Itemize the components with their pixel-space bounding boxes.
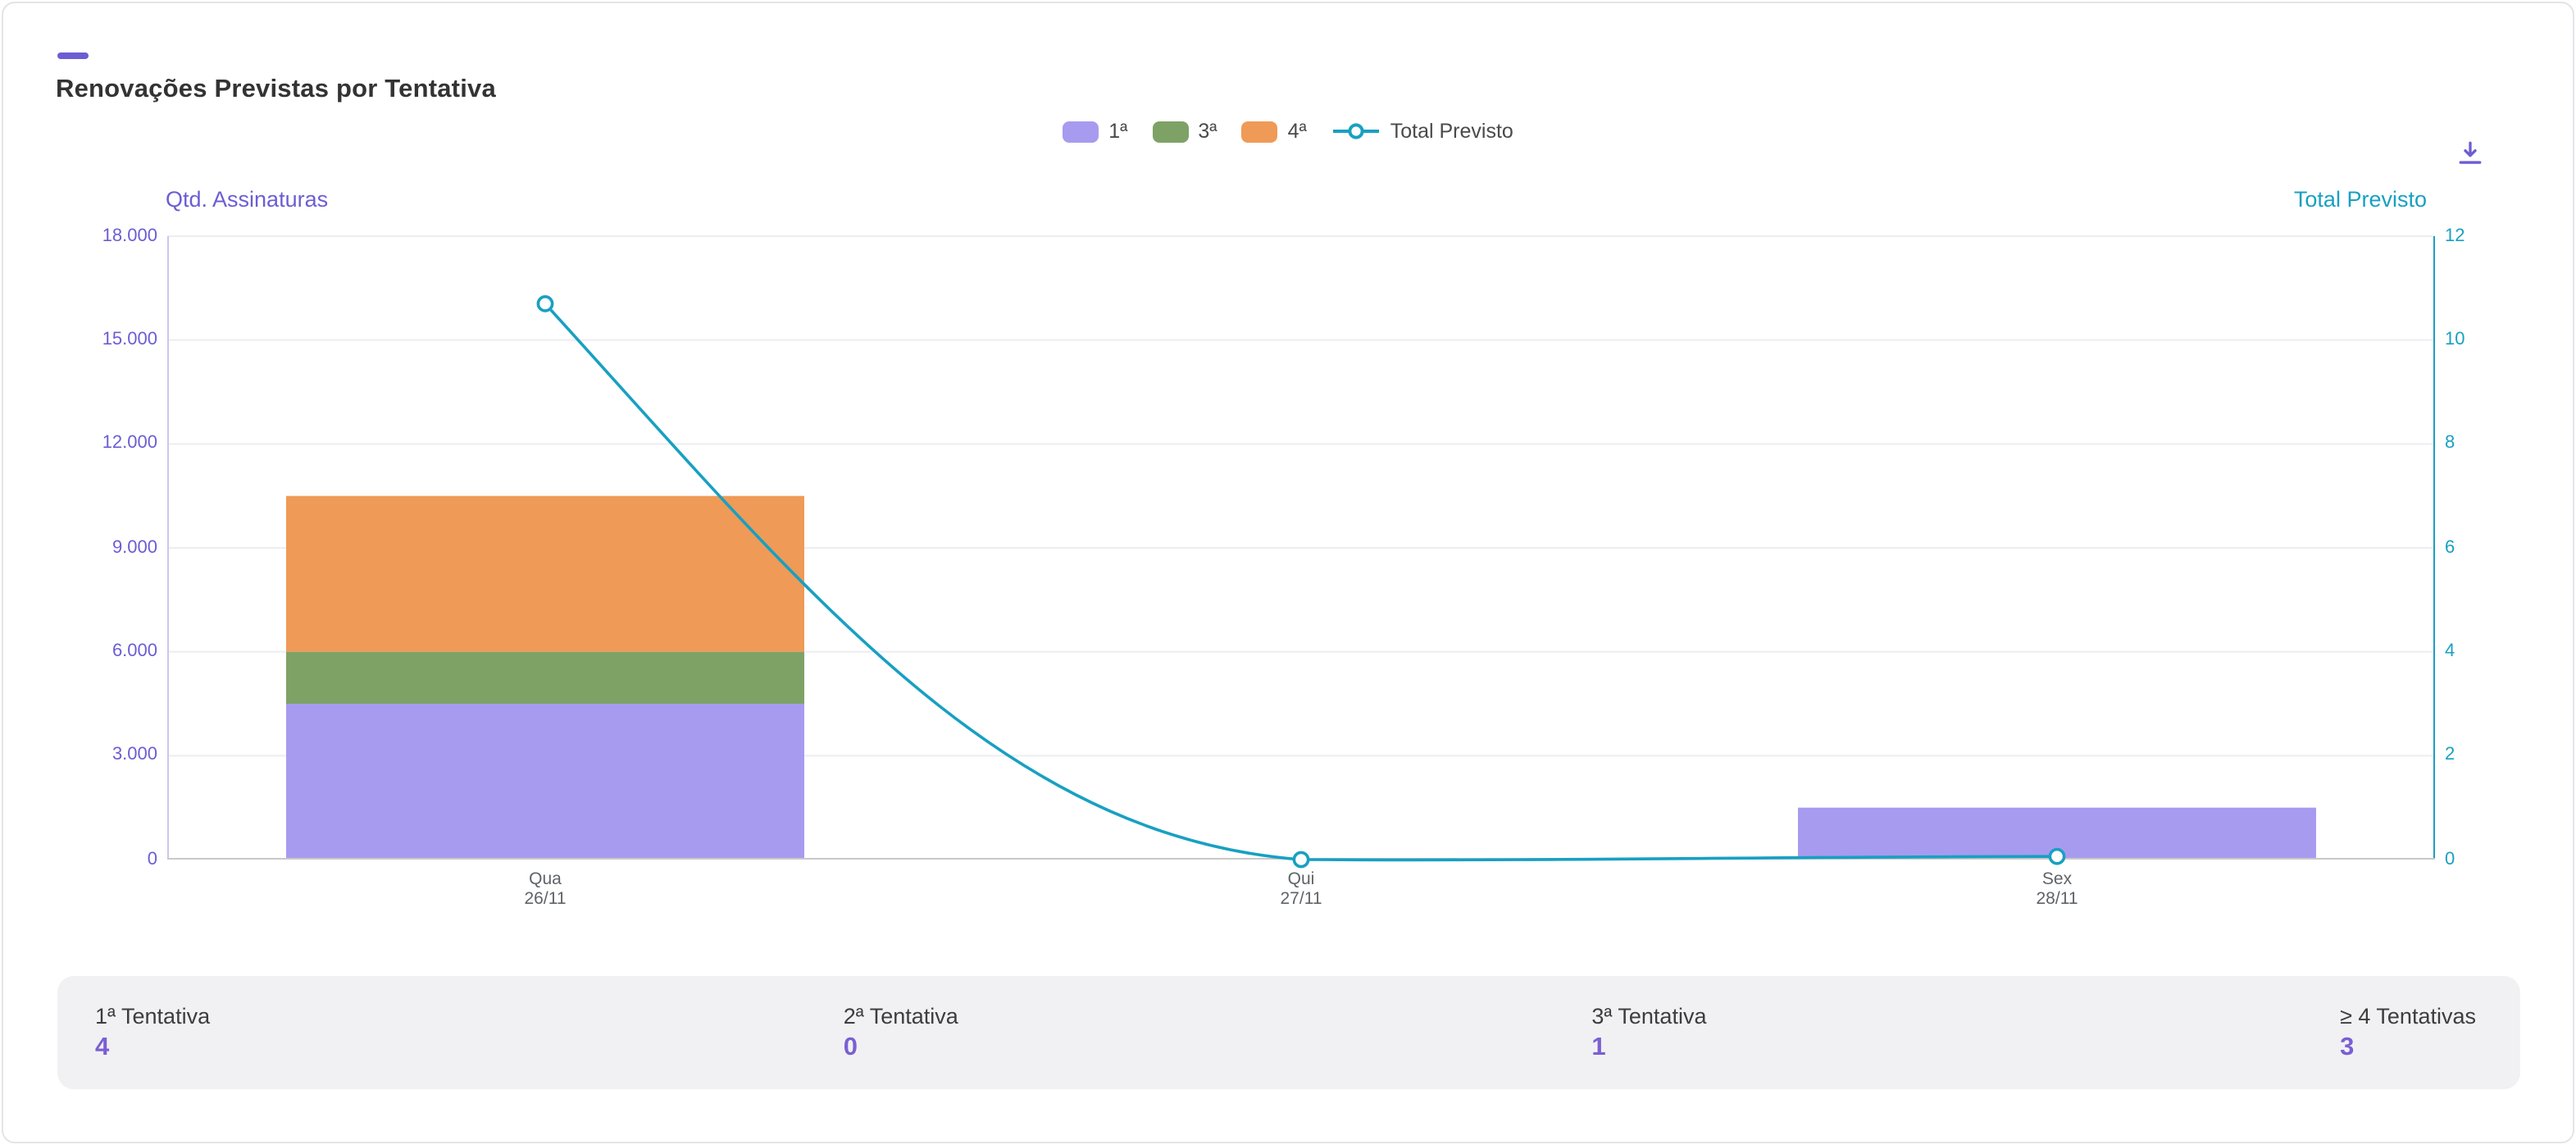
legend-item-0[interactable]: 1ª: [1063, 120, 1127, 143]
summary-card-attempt-4plus: ≥ 4 Tentativas 3: [2340, 1003, 2476, 1062]
download-icon: [2458, 141, 2481, 164]
axis-tick: 6: [2445, 537, 2455, 557]
chart-canvas: [167, 235, 2435, 869]
bar-segment-3ª[interactable]: [286, 651, 804, 704]
axis-tick: 6.000: [112, 641, 157, 661]
x-axis-label: Qua 26/11: [524, 869, 567, 909]
axis-tick: 12: [2445, 226, 2465, 245]
summary-card-attempt-2: 2ª Tentativa 0: [844, 1003, 958, 1062]
chart-legend: 1ª 3ª 4ª Total Previsto: [3, 120, 2573, 143]
axis-tick: 0: [147, 849, 157, 869]
bar-segment-4ª[interactable]: [286, 495, 804, 652]
summary-label: 1ª Tentativa: [95, 1003, 211, 1028]
x-axis-labels: Qua 26/11 Qui 27/11 Sex 28/11: [167, 869, 2435, 919]
legend-item-2[interactable]: 4ª: [1241, 120, 1307, 143]
left-axis-ticks: 18.000 15.000 12.000 9.000 6.000 3.000 0: [3, 226, 157, 869]
download-button[interactable]: [2451, 138, 2487, 174]
x-axis-label: Sex 28/11: [2036, 869, 2078, 909]
summary-card-attempt-3: 3ª Tentativa 1: [1591, 1003, 1706, 1062]
bar-segment-1ª[interactable]: [286, 704, 804, 860]
legend-item-3[interactable]: Total Previsto: [1331, 120, 1513, 143]
axis-tick: 10: [2445, 329, 2465, 349]
legend-swatch: [1152, 121, 1189, 142]
axis-tick: 4: [2445, 641, 2455, 661]
chart-plot[interactable]: [167, 235, 2435, 869]
summary-label: 2ª Tentativa: [843, 1003, 958, 1028]
axis-tick: 0: [2445, 849, 2455, 869]
axis-tick: 9.000: [112, 537, 157, 557]
legend-item-1[interactable]: 3ª: [1152, 120, 1217, 143]
axis-tick: 2: [2445, 745, 2455, 765]
line-point[interactable]: [1292, 851, 1310, 869]
legend-swatch: [1063, 121, 1099, 142]
right-axis-title: Total Previsto: [2293, 187, 2427, 212]
legend-label: 3ª: [1198, 120, 1217, 143]
summary-label: 3ª Tentativa: [1591, 1003, 1707, 1028]
summary-value: 3: [2340, 1033, 2355, 1061]
summary-label: ≥ 4 Tentativas: [2340, 1003, 2476, 1028]
summary-value: 0: [843, 1033, 858, 1061]
line-point[interactable]: [536, 294, 554, 312]
legend-line-marker: [1332, 123, 1379, 139]
right-axis-ticks: 12 10 8 6 4 2 0: [2445, 226, 2517, 869]
legend-label: 4ª: [1287, 120, 1307, 143]
chart-title: Renovações Previstas por Tentativa: [56, 75, 496, 103]
left-axis-title: Qtd. Assinaturas: [166, 187, 329, 212]
axis-tick: 12.000: [102, 433, 157, 454]
summary-value: 4: [95, 1033, 110, 1061]
axis-tick: 18.000: [102, 226, 157, 245]
axis-tick: 3.000: [112, 745, 157, 765]
legend-label: 1ª: [1108, 120, 1128, 143]
summary-value: 1: [1591, 1033, 1606, 1061]
axis-tick: 8: [2445, 433, 2455, 454]
x-axis-label: Qui 27/11: [1280, 869, 1322, 909]
axis-tick: 15.000: [102, 329, 157, 349]
title-accent: [57, 52, 89, 59]
summary-bar: 1ª Tentativa 4 2ª Tentativa 0 3ª Tentati…: [57, 976, 2520, 1089]
summary-card-attempt-1: 1ª Tentativa 4: [95, 1003, 210, 1062]
legend-swatch: [1241, 121, 1278, 142]
legend-label: Total Previsto: [1390, 120, 1513, 143]
total-previsto-line: [544, 303, 2058, 862]
line-point[interactable]: [2048, 847, 2066, 865]
